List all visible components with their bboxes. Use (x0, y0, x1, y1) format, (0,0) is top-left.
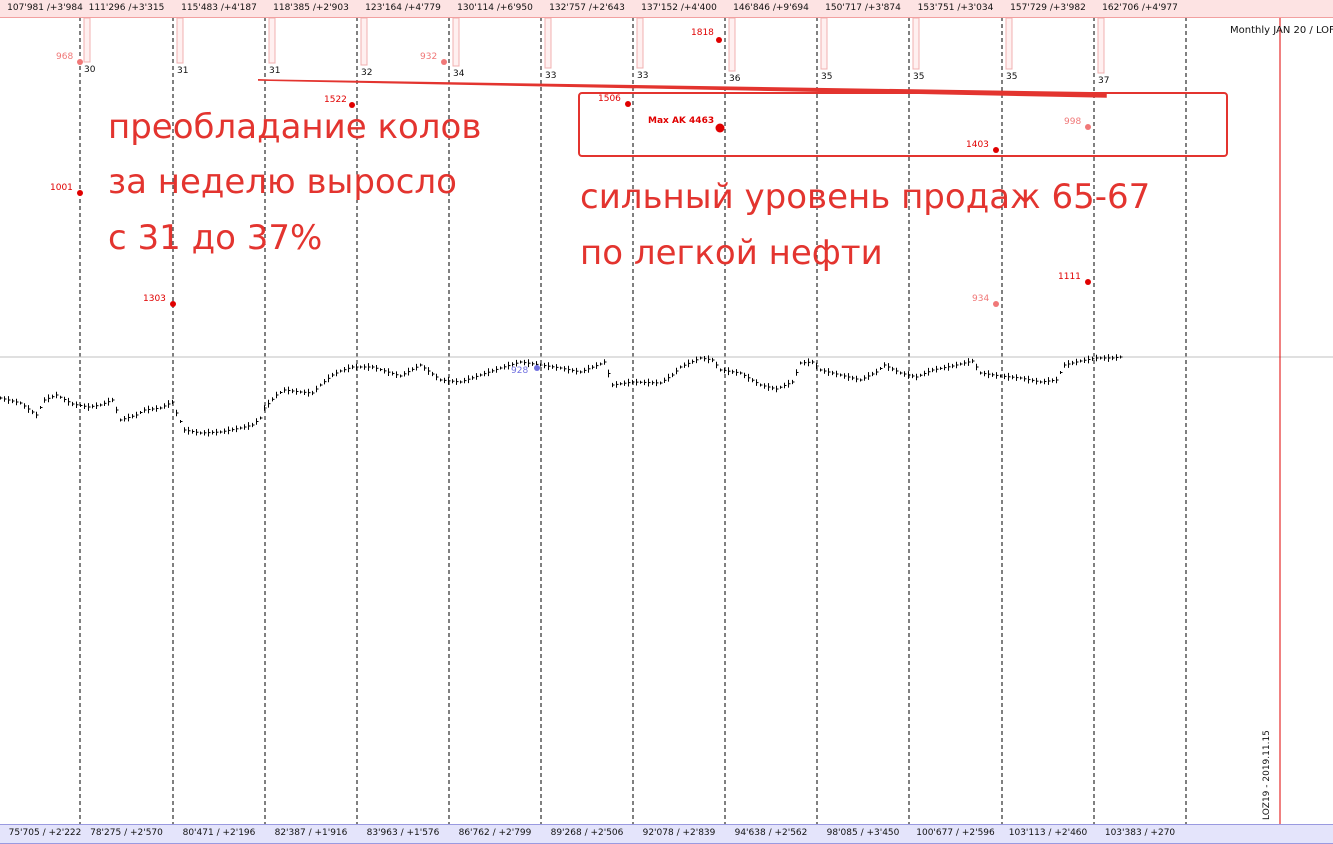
put-share-bar (176, 17, 184, 64)
put-share-bar (1005, 17, 1013, 70)
oi-marker-label: 1818 (691, 28, 714, 38)
put-share-percent: 37 (1098, 76, 1110, 86)
oi-marker-label: 1303 (143, 294, 166, 304)
put-share-percent: 35 (913, 72, 925, 82)
annotation-right-1: сильный уровень продаж 65-67 (580, 177, 1151, 217)
oi-marker-label: 932 (420, 52, 438, 62)
oi-marker-dot (349, 102, 355, 108)
oi-marker-label: 934 (972, 294, 990, 304)
oi-marker-label: Max AK 4463 (648, 116, 715, 126)
top-oi-label: 146'846 /+9'694 (733, 3, 809, 13)
annotation-left-3: с 31 до 37% (108, 218, 323, 258)
top-oi-label: 130'114 /+6'950 (457, 3, 533, 13)
bottom-oi-label: 94'638 / +2'562 (734, 828, 808, 838)
oi-marker-dot (77, 59, 83, 65)
put-share-percent: 35 (821, 72, 833, 82)
top-oi-label: 162'706 /+4'977 (1102, 3, 1178, 13)
top-oi-label: 137'152 /+4'400 (641, 3, 717, 13)
instrument-label: Monthly JAN 20 / LOF (1230, 25, 1333, 36)
oi-marker-label: 1111 (1058, 272, 1081, 282)
put-share-bar (83, 17, 91, 63)
top-oi-label: 123'164 /+4'779 (365, 3, 441, 13)
oi-marker-dot (716, 37, 722, 43)
oi-marker-label: 928 (511, 366, 529, 376)
oi-marker-label: 998 (1064, 117, 1082, 127)
annotation-left-2: за неделю выросло (108, 162, 457, 202)
put-share-percent: 30 (84, 65, 96, 75)
put-share-percent: 33 (637, 71, 649, 81)
oi-marker-dot (170, 301, 176, 307)
oi-marker-label: 1001 (50, 183, 73, 193)
bottom-oi-label: 103'383 / +270 (1104, 828, 1176, 838)
put-share-bar (544, 17, 552, 69)
top-oi-label: 132'757 /+2'643 (549, 3, 625, 13)
oi-marker-label: 1506 (598, 94, 621, 104)
bottom-oi-label: 92'078 / +2'839 (642, 828, 716, 838)
oi-marker-dot (715, 123, 725, 133)
bottom-oi-label: 103'113 / +2'460 (1008, 828, 1088, 838)
annotation-left-1: преобладание колов (108, 107, 482, 147)
bottom-oi-label: 80'471 / +2'196 (182, 828, 256, 838)
top-oi-label: 153'751 /+3'034 (917, 3, 994, 13)
oi-marker-label: 968 (56, 52, 74, 62)
annotation-right-2: по легкой нефти (580, 233, 883, 273)
bottom-oi-label: 86'762 / +2'799 (458, 828, 532, 838)
oi-marker-dot (77, 190, 83, 196)
put-share-bar (820, 17, 828, 70)
oi-marker-label: 1522 (324, 95, 347, 105)
bottom-oi-label: 83'963 / +1'576 (366, 828, 440, 838)
oi-marker-dot (993, 301, 999, 307)
sell-level-box (578, 92, 1228, 157)
oi-marker-dot (534, 365, 540, 371)
bottom-oi-label: 78'275 / +2'570 (90, 828, 163, 838)
put-share-percent: 32 (361, 68, 373, 78)
put-share-percent: 31 (269, 66, 281, 76)
put-share-bar (268, 17, 276, 64)
put-share-bar (360, 17, 368, 66)
oi-marker-label: 1403 (966, 140, 989, 150)
contract-label: LOZ19 - 2019.11.15 (1262, 730, 1272, 820)
put-share-bar (728, 17, 736, 72)
oi-marker-dot (1085, 279, 1091, 285)
annotation-trend-line (257, 79, 1107, 98)
put-share-bar (636, 17, 644, 69)
put-share-percent: 31 (177, 66, 189, 76)
put-share-bar (1097, 17, 1105, 74)
put-share-percent: 34 (453, 69, 465, 79)
oi-marker-dot (625, 101, 631, 107)
put-share-percent: 33 (545, 71, 557, 81)
oi-marker-dot (1085, 124, 1091, 130)
put-share-bar (452, 17, 460, 67)
top-oi-label: 111'296 /+3'315 (88, 3, 165, 13)
top-oi-label: 107'981 /+3'984 (7, 3, 83, 13)
oi-marker-dot (441, 59, 447, 65)
bottom-oi-label: 98'085 / +3'450 (826, 828, 900, 838)
put-share-percent: 35 (1006, 72, 1018, 82)
bottom-oi-label: 100'677 / +2'596 (916, 828, 995, 838)
put-share-percent: 36 (729, 74, 741, 84)
bottom-oi-label: 89'268 / +2'506 (550, 828, 624, 838)
put-share-bar (912, 17, 920, 70)
bottom-oi-label: 82'387 / +1'916 (274, 828, 348, 838)
top-oi-label: 118'385 /+2'903 (273, 3, 349, 13)
bottom-oi-label: 75'705 / +2'222 (8, 828, 82, 838)
top-oi-label: 115'483 /+4'187 (181, 3, 257, 13)
top-oi-label: 150'717 /+3'874 (825, 3, 901, 13)
oi-marker-dot (993, 147, 999, 153)
top-oi-label: 157'729 /+3'982 (1010, 3, 1086, 13)
weekly-oi-top-bar (0, 0, 1333, 18)
